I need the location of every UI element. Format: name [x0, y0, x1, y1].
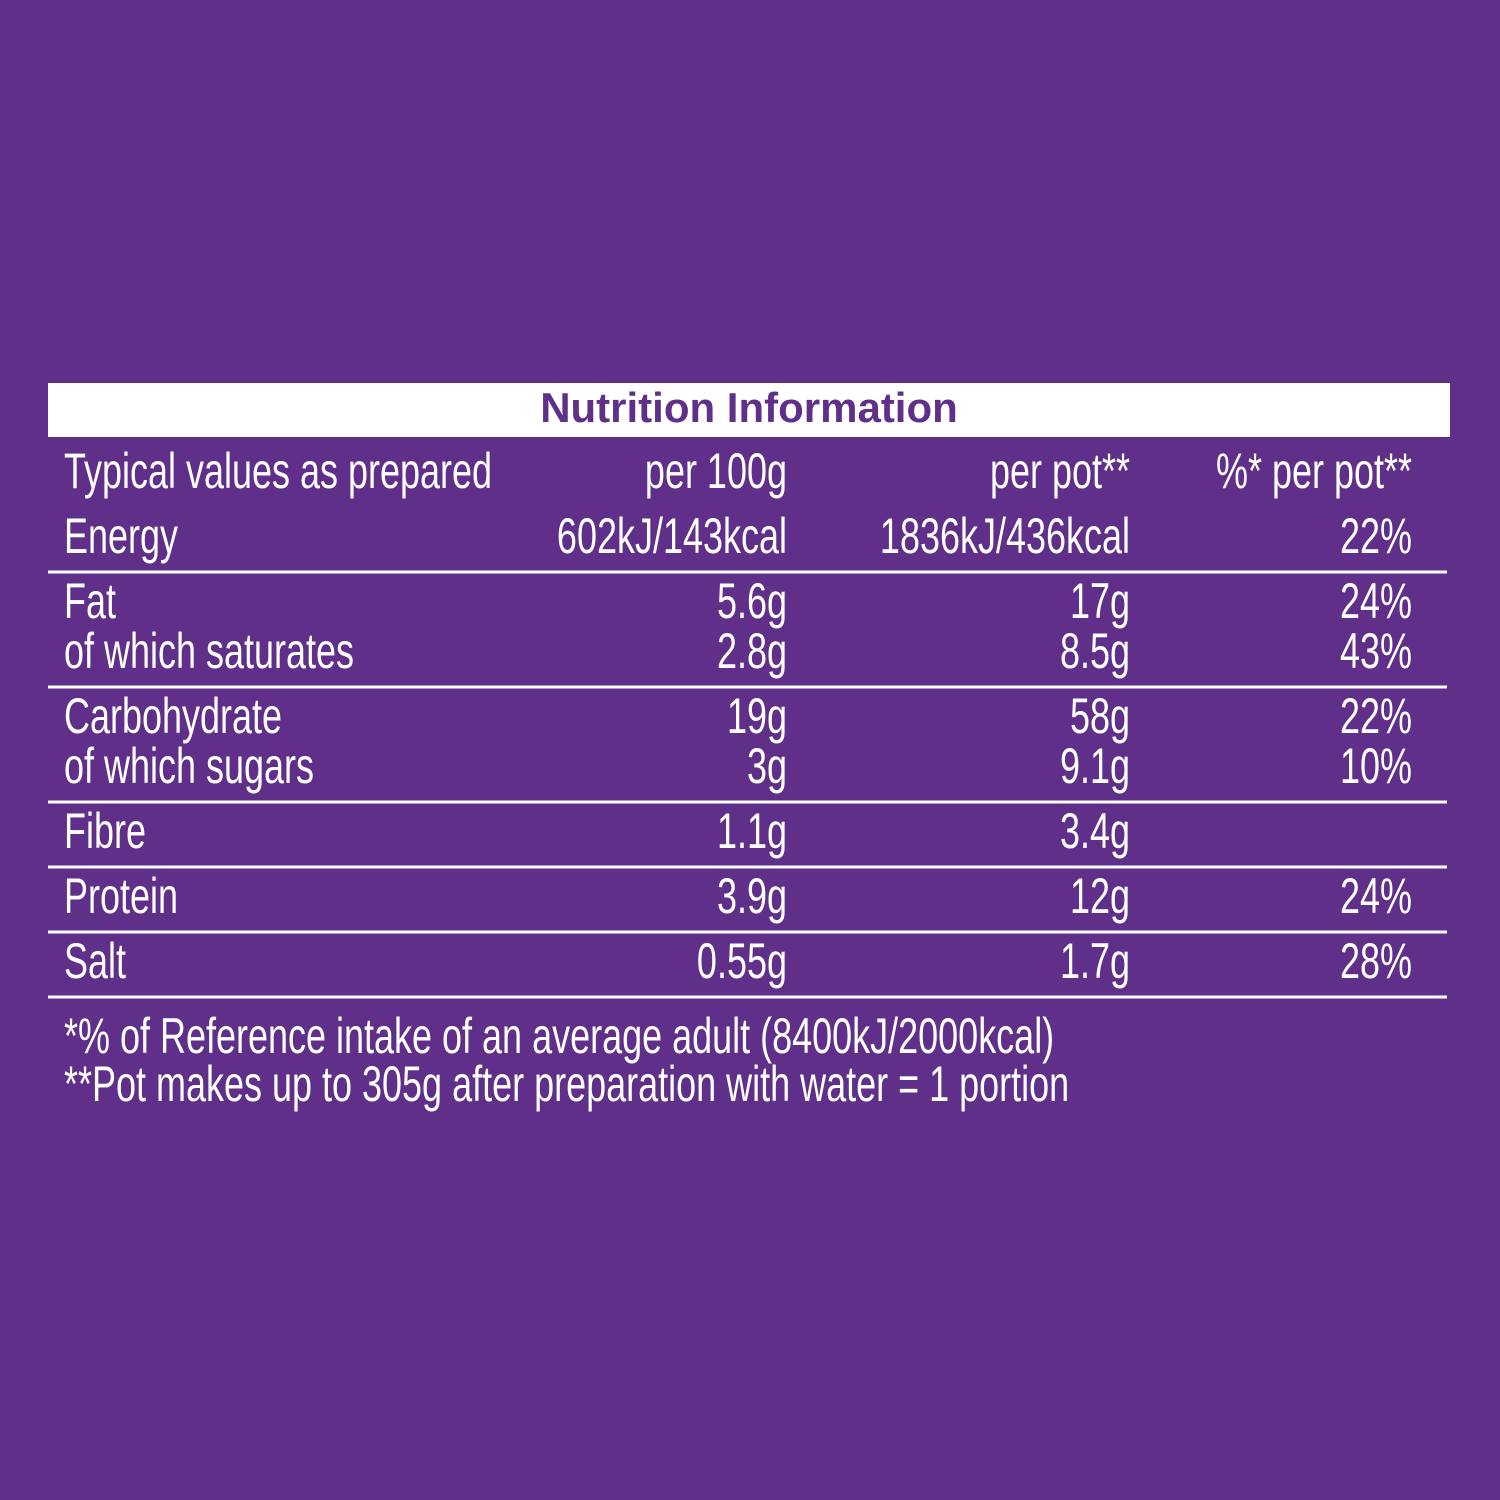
value-cell: 12g	[1070, 870, 1130, 925]
value-cell: 0.55g	[697, 935, 787, 990]
row-label: of which saturates	[64, 625, 354, 680]
value-cell: 8.5g	[1060, 625, 1130, 680]
row-label: of which sugars	[64, 740, 314, 795]
value-cell: 3.9g	[717, 870, 787, 925]
value-cell: 3g	[747, 740, 787, 795]
header-cell: per 100g	[645, 445, 787, 500]
value-cell: 24%	[1340, 575, 1412, 630]
row-label: Energy	[64, 510, 178, 565]
title-banner	[48, 383, 1450, 437]
row-label: Protein	[64, 870, 178, 925]
header-cell: Typical values as prepared	[64, 445, 492, 500]
footnote: *% of Reference intake of an average adu…	[64, 1010, 1054, 1065]
value-cell: 1.1g	[717, 805, 787, 860]
value-cell: 5.6g	[717, 575, 787, 630]
value-cell: 22%	[1340, 690, 1412, 745]
row-label: Fat	[64, 575, 116, 630]
row-label: Fibre	[64, 805, 146, 860]
header-cell: per pot**	[990, 445, 1130, 500]
row-label: Carbohydrate	[64, 690, 282, 745]
value-cell: 17g	[1070, 575, 1130, 630]
value-cell: 19g	[727, 690, 787, 745]
value-cell: 9.1g	[1060, 740, 1130, 795]
header-cell: %* per pot**	[1216, 445, 1412, 500]
table-title: Nutrition Information	[540, 384, 958, 431]
row-label: Salt	[64, 935, 126, 990]
value-cell: 3.4g	[1060, 805, 1130, 860]
value-cell: 28%	[1340, 935, 1412, 990]
value-cell: 58g	[1070, 690, 1130, 745]
value-cell: 10%	[1340, 740, 1412, 795]
value-cell: 602kJ/143kcal	[557, 510, 787, 565]
value-cell: 1836kJ/436kcal	[880, 510, 1130, 565]
value-cell: 22%	[1340, 510, 1412, 565]
value-cell: 1.7g	[1060, 935, 1130, 990]
value-cell: 24%	[1340, 870, 1412, 925]
value-cell: 43%	[1340, 625, 1412, 680]
footnote: **Pot makes up to 305g after preparation…	[64, 1058, 1069, 1113]
value-cell: 2.8g	[717, 625, 787, 680]
